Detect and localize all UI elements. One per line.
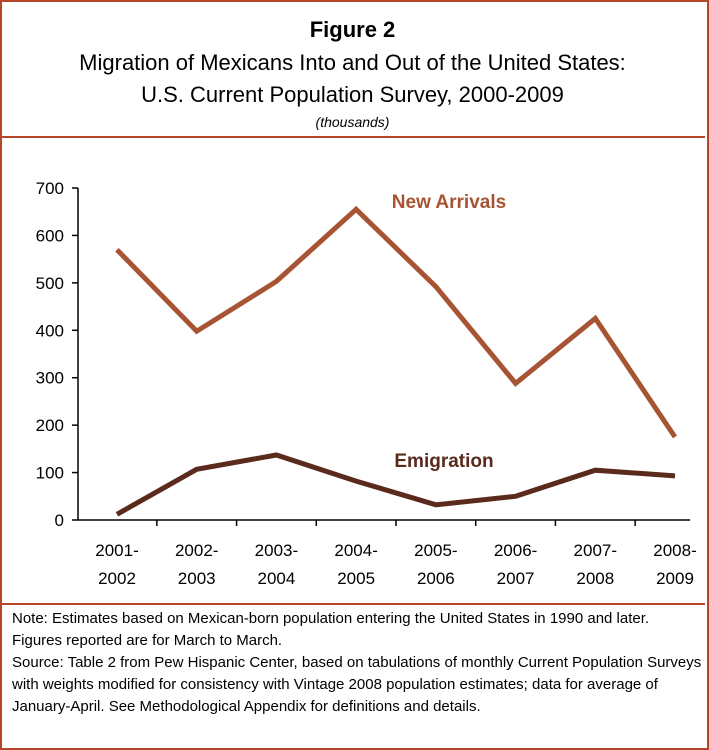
chart-title-line1: Migration of Mexicans Into and Out of th… bbox=[79, 50, 626, 75]
y-tick-label: 0 bbox=[55, 511, 64, 530]
series-label: Emigration bbox=[394, 451, 493, 472]
footer-divider bbox=[0, 603, 705, 605]
x-tick-label: 2001-2002 bbox=[95, 541, 138, 588]
units-label: (thousands) bbox=[315, 114, 390, 130]
chart-title-line2: U.S. Current Population Survey, 2000-200… bbox=[141, 82, 564, 107]
figure-header: Figure 2 Migration of Mexicans Into and … bbox=[0, 0, 705, 138]
series-line-new-arrivals bbox=[115, 205, 678, 439]
y-tick-label: 700 bbox=[36, 179, 64, 198]
y-tick-label: 500 bbox=[36, 274, 64, 293]
x-tick-label: 2005-2006 bbox=[414, 541, 457, 588]
figure-label: Figure 2 bbox=[309, 17, 396, 42]
note-text: Note: Estimates based on Mexican-born po… bbox=[12, 610, 650, 649]
notes-block: Note: Estimates based on Mexican-born po… bbox=[12, 608, 702, 718]
y-tick-label: 300 bbox=[36, 369, 64, 388]
series-line-emigration bbox=[115, 452, 676, 517]
y-tick-label: 100 bbox=[36, 464, 64, 483]
source-text: Source: Table 2 from Pew Hispanic Center… bbox=[12, 654, 702, 715]
x-tick-label: 2003-2004 bbox=[255, 541, 298, 588]
y-tick-label: 600 bbox=[36, 226, 64, 245]
y-tick-label: 200 bbox=[36, 416, 64, 435]
x-tick-label: 2002-2003 bbox=[175, 541, 218, 588]
x-tick-label: 2006-2007 bbox=[494, 541, 537, 588]
series-label: New Arrivals bbox=[392, 192, 506, 213]
x-tick-label: 2007-2008 bbox=[574, 541, 617, 588]
x-tick-label: 2008-2009 bbox=[653, 541, 696, 588]
x-tick-label: 2004-2005 bbox=[334, 541, 377, 588]
line-chart: 0 100 200 300 400 500 600 700 2001-2002 2002-2003… bbox=[36, 179, 697, 588]
y-tick-label: 400 bbox=[36, 321, 64, 340]
